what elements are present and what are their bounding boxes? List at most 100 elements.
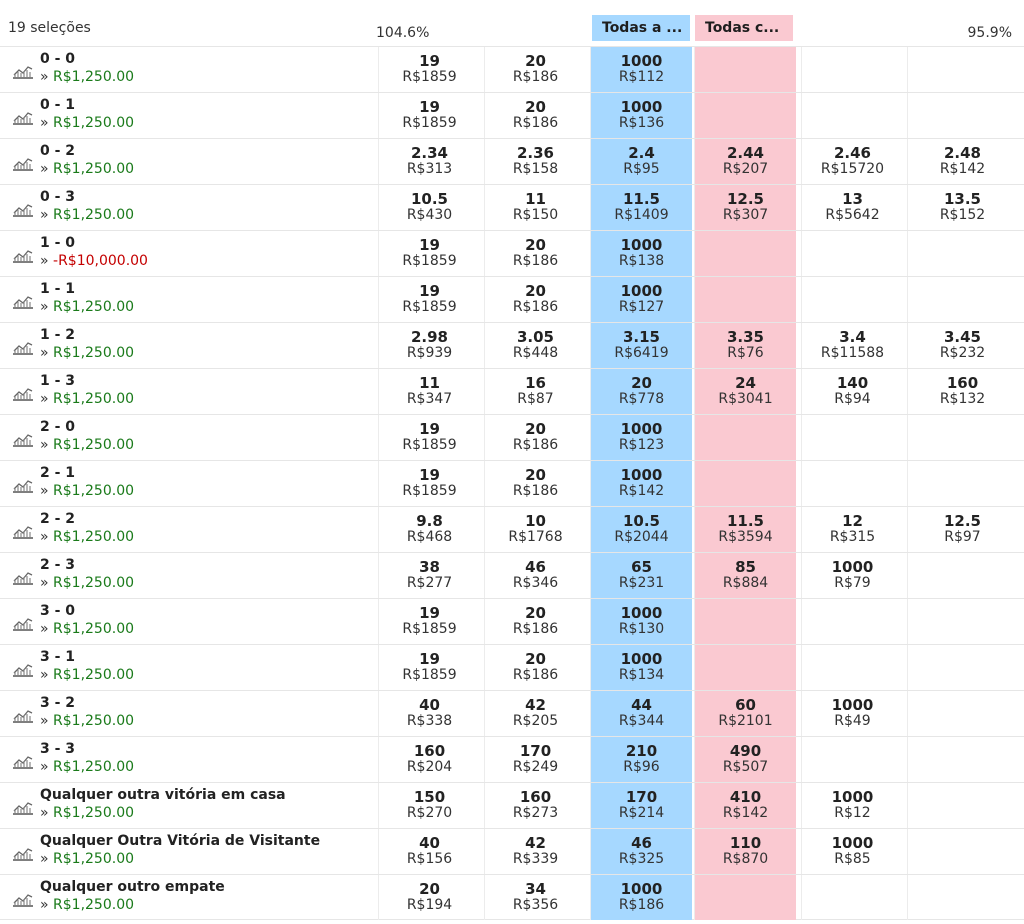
back-price-3-cell[interactable]: 19 R$1859	[378, 231, 480, 276]
best-back-price-cell[interactable]: 44 R$344	[590, 691, 692, 736]
line-chart-icon[interactable]	[12, 293, 34, 309]
best-back-price-cell[interactable]: 11.5 R$1409	[590, 185, 692, 230]
back-price-3-cell[interactable]: 10.5 R$430	[378, 185, 480, 230]
lay-price-2-cell[interactable]	[801, 47, 903, 92]
line-chart-icon[interactable]	[12, 477, 34, 493]
back-price-3-cell[interactable]: 19 R$1859	[378, 645, 480, 690]
back-price-2-cell[interactable]: 11 R$150	[484, 185, 586, 230]
line-chart-icon[interactable]	[12, 891, 34, 907]
best-lay-price-cell[interactable]: 60 R$2101	[694, 691, 796, 736]
best-lay-price-cell[interactable]: 3.35 R$76	[694, 323, 796, 368]
best-lay-price-cell[interactable]	[694, 277, 796, 322]
lay-price-2-cell[interactable]: 1000 R$12	[801, 783, 903, 828]
back-price-2-cell[interactable]: 20 R$186	[484, 461, 586, 506]
best-lay-price-cell[interactable]: 12.5 R$307	[694, 185, 796, 230]
line-chart-icon[interactable]	[12, 753, 34, 769]
back-price-2-cell[interactable]: 20 R$186	[484, 277, 586, 322]
lay-price-2-cell[interactable]	[801, 93, 903, 138]
back-price-3-cell[interactable]: 40 R$338	[378, 691, 480, 736]
back-price-2-cell[interactable]: 42 R$205	[484, 691, 586, 736]
lay-price-3-cell[interactable]: 3.45 R$232	[907, 323, 1017, 368]
lay-price-2-cell[interactable]	[801, 415, 903, 460]
lay-price-3-cell[interactable]	[907, 277, 1017, 322]
lay-all-button[interactable]: Todas c...	[695, 15, 793, 41]
back-price-3-cell[interactable]: 19 R$1859	[378, 47, 480, 92]
lay-price-2-cell[interactable]	[801, 231, 903, 276]
lay-price-3-cell[interactable]	[907, 553, 1017, 598]
best-lay-price-cell[interactable]: 11.5 R$3594	[694, 507, 796, 552]
line-chart-icon[interactable]	[12, 201, 34, 217]
back-price-2-cell[interactable]: 20 R$186	[484, 645, 586, 690]
back-price-3-cell[interactable]: 40 R$156	[378, 829, 480, 874]
best-lay-price-cell[interactable]	[694, 645, 796, 690]
back-price-3-cell[interactable]: 19 R$1859	[378, 599, 480, 644]
lay-price-2-cell[interactable]: 2.46 R$15720	[801, 139, 903, 184]
best-lay-price-cell[interactable]: 110 R$870	[694, 829, 796, 874]
lay-price-2-cell[interactable]: 3.4 R$11588	[801, 323, 903, 368]
best-lay-price-cell[interactable]: 85 R$884	[694, 553, 796, 598]
best-lay-price-cell[interactable]	[694, 461, 796, 506]
line-chart-icon[interactable]	[12, 109, 34, 125]
best-lay-price-cell[interactable]: 490 R$507	[694, 737, 796, 782]
back-all-button[interactable]: Todas a ...	[592, 15, 690, 41]
back-price-3-cell[interactable]: 19 R$1859	[378, 277, 480, 322]
back-price-3-cell[interactable]: 160 R$204	[378, 737, 480, 782]
lay-price-2-cell[interactable]	[801, 599, 903, 644]
lay-price-3-cell[interactable]	[907, 93, 1017, 138]
best-lay-price-cell[interactable]	[694, 47, 796, 92]
back-price-3-cell[interactable]: 38 R$277	[378, 553, 480, 598]
best-lay-price-cell[interactable]: 410 R$142	[694, 783, 796, 828]
lay-price-2-cell[interactable]: 12 R$315	[801, 507, 903, 552]
back-price-2-cell[interactable]: 20 R$186	[484, 415, 586, 460]
lay-price-3-cell[interactable]	[907, 231, 1017, 276]
best-back-price-cell[interactable]: 3.15 R$6419	[590, 323, 692, 368]
lay-price-3-cell[interactable]: 13.5 R$152	[907, 185, 1017, 230]
best-back-price-cell[interactable]: 65 R$231	[590, 553, 692, 598]
line-chart-icon[interactable]	[12, 385, 34, 401]
back-price-2-cell[interactable]: 20 R$186	[484, 231, 586, 276]
lay-price-3-cell[interactable]	[907, 691, 1017, 736]
best-back-price-cell[interactable]: 46 R$325	[590, 829, 692, 874]
line-chart-icon[interactable]	[12, 247, 34, 263]
lay-price-2-cell[interactable]	[801, 875, 903, 920]
lay-price-2-cell[interactable]	[801, 737, 903, 782]
back-price-3-cell[interactable]: 2.34 R$313	[378, 139, 480, 184]
back-price-3-cell[interactable]: 9.8 R$468	[378, 507, 480, 552]
line-chart-icon[interactable]	[12, 63, 34, 79]
lay-price-2-cell[interactable]: 1000 R$79	[801, 553, 903, 598]
best-lay-price-cell[interactable]	[694, 599, 796, 644]
back-price-2-cell[interactable]: 42 R$339	[484, 829, 586, 874]
line-chart-icon[interactable]	[12, 845, 34, 861]
back-price-2-cell[interactable]: 170 R$249	[484, 737, 586, 782]
back-price-3-cell[interactable]: 19 R$1859	[378, 461, 480, 506]
lay-price-2-cell[interactable]: 1000 R$85	[801, 829, 903, 874]
lay-price-3-cell[interactable]	[907, 645, 1017, 690]
back-price-3-cell[interactable]: 20 R$194	[378, 875, 480, 920]
back-price-2-cell[interactable]: 3.05 R$448	[484, 323, 586, 368]
lay-price-3-cell[interactable]	[907, 829, 1017, 874]
lay-price-3-cell[interactable]: 2.48 R$142	[907, 139, 1017, 184]
lay-price-2-cell[interactable]	[801, 277, 903, 322]
line-chart-icon[interactable]	[12, 155, 34, 171]
lay-price-3-cell[interactable]	[907, 415, 1017, 460]
back-price-2-cell[interactable]: 20 R$186	[484, 47, 586, 92]
back-price-2-cell[interactable]: 2.36 R$158	[484, 139, 586, 184]
best-back-price-cell[interactable]: 1000 R$112	[590, 47, 692, 92]
back-price-2-cell[interactable]: 20 R$186	[484, 599, 586, 644]
line-chart-icon[interactable]	[12, 707, 34, 723]
back-price-2-cell[interactable]: 46 R$346	[484, 553, 586, 598]
best-back-price-cell[interactable]: 1000 R$136	[590, 93, 692, 138]
back-price-2-cell[interactable]: 34 R$356	[484, 875, 586, 920]
back-price-3-cell[interactable]: 11 R$347	[378, 369, 480, 414]
lay-price-3-cell[interactable]: 160 R$132	[907, 369, 1017, 414]
lay-price-3-cell[interactable]	[907, 461, 1017, 506]
back-price-3-cell[interactable]: 19 R$1859	[378, 415, 480, 460]
back-price-3-cell[interactable]: 2.98 R$939	[378, 323, 480, 368]
lay-price-3-cell[interactable]	[907, 737, 1017, 782]
line-chart-icon[interactable]	[12, 431, 34, 447]
lay-price-2-cell[interactable]: 140 R$94	[801, 369, 903, 414]
lay-price-3-cell[interactable]: 12.5 R$97	[907, 507, 1017, 552]
line-chart-icon[interactable]	[12, 339, 34, 355]
lay-price-2-cell[interactable]: 13 R$5642	[801, 185, 903, 230]
back-price-2-cell[interactable]: 20 R$186	[484, 93, 586, 138]
